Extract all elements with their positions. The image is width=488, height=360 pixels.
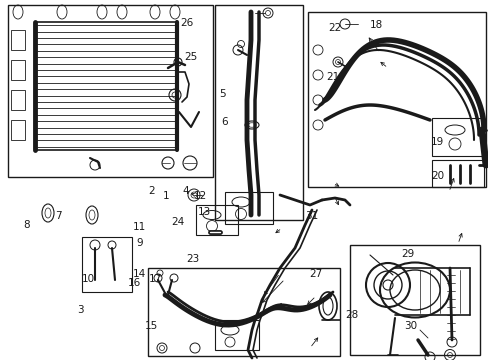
Bar bbox=[11, 30, 25, 50]
Text: 15: 15 bbox=[144, 321, 158, 331]
Bar bbox=[431, 160, 483, 187]
Text: 8: 8 bbox=[23, 220, 30, 230]
Text: 17: 17 bbox=[148, 274, 162, 284]
Bar bbox=[82, 237, 132, 292]
Bar bbox=[431, 118, 483, 156]
Text: 4: 4 bbox=[182, 186, 189, 196]
Bar bbox=[148, 268, 339, 356]
Text: 18: 18 bbox=[369, 20, 383, 30]
Text: 13: 13 bbox=[197, 207, 211, 217]
Bar bbox=[11, 90, 25, 110]
Text: 25: 25 bbox=[183, 52, 197, 62]
Text: 2: 2 bbox=[148, 186, 155, 196]
Text: 28: 28 bbox=[345, 310, 358, 320]
Text: 26: 26 bbox=[180, 18, 194, 28]
Text: 30: 30 bbox=[404, 321, 416, 331]
Text: 12: 12 bbox=[193, 191, 207, 201]
Bar bbox=[215, 320, 259, 350]
Text: 3: 3 bbox=[77, 305, 84, 315]
Text: 23: 23 bbox=[186, 254, 200, 264]
Text: 31: 31 bbox=[305, 211, 318, 221]
Bar bbox=[215, 5, 303, 220]
Text: 29: 29 bbox=[401, 249, 414, 259]
Text: 10: 10 bbox=[81, 274, 94, 284]
Bar bbox=[196, 205, 238, 235]
Bar bbox=[11, 120, 25, 140]
Text: 14: 14 bbox=[132, 269, 146, 279]
Text: 7: 7 bbox=[55, 211, 62, 221]
Bar bbox=[8, 5, 213, 177]
Text: 5: 5 bbox=[219, 89, 225, 99]
Text: 6: 6 bbox=[221, 117, 228, 127]
Text: 22: 22 bbox=[327, 23, 341, 33]
Text: 24: 24 bbox=[170, 217, 184, 228]
Text: 20: 20 bbox=[430, 171, 443, 181]
Text: 1: 1 bbox=[163, 191, 169, 201]
Text: 16: 16 bbox=[127, 278, 141, 288]
Text: 11: 11 bbox=[132, 222, 146, 232]
Text: 19: 19 bbox=[430, 137, 444, 147]
Bar bbox=[349, 245, 479, 355]
Text: 21: 21 bbox=[325, 72, 339, 82]
Bar bbox=[224, 192, 272, 224]
Bar bbox=[307, 12, 485, 187]
Text: 27: 27 bbox=[308, 269, 322, 279]
Text: 9: 9 bbox=[136, 238, 142, 248]
Bar bbox=[11, 60, 25, 80]
